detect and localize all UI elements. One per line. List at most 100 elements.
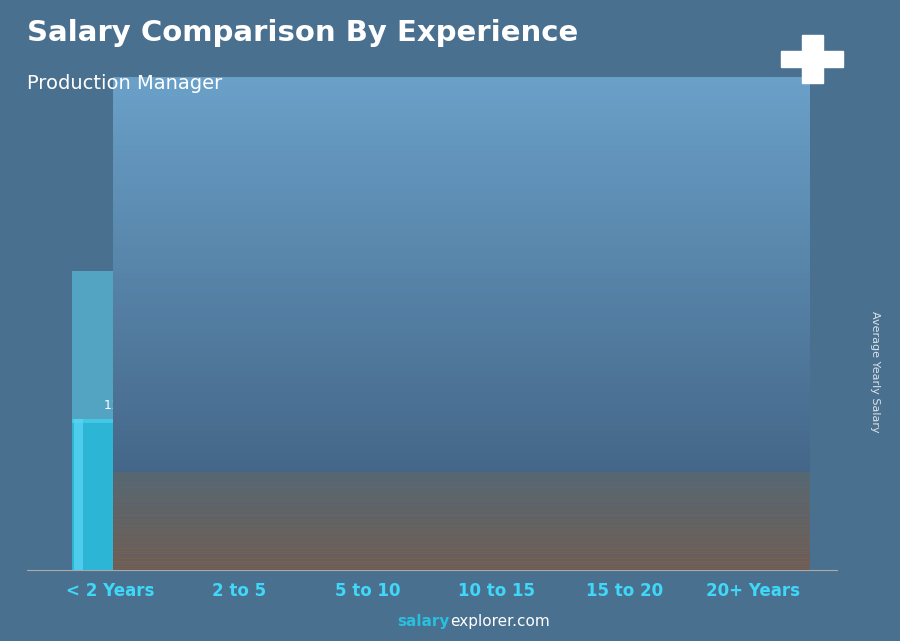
Bar <box>112 452 810 457</box>
Bar <box>112 428 810 432</box>
Bar <box>112 531 810 533</box>
Bar <box>112 249 810 254</box>
Bar <box>112 548 810 551</box>
Bar <box>112 181 810 185</box>
Bar <box>112 477 810 481</box>
Bar <box>112 190 810 196</box>
Bar <box>112 519 810 521</box>
Text: 309,000 CHF: 309,000 CHF <box>713 181 794 194</box>
Bar <box>112 185 810 190</box>
Bar <box>112 314 810 319</box>
Bar <box>112 383 810 388</box>
Bar <box>112 546 810 548</box>
Bar <box>586 0 663 229</box>
Bar <box>112 146 810 151</box>
Text: Average Yearly Salary: Average Yearly Salary <box>869 311 880 433</box>
Bar <box>112 494 810 496</box>
Bar <box>112 240 810 245</box>
Bar <box>459 249 469 570</box>
Bar <box>112 284 810 289</box>
Text: Salary Comparison By Experience: Salary Comparison By Experience <box>27 19 578 47</box>
Bar <box>112 126 810 131</box>
Bar <box>112 513 810 516</box>
Bar <box>112 432 810 437</box>
Bar <box>112 215 810 220</box>
Bar <box>112 526 810 529</box>
Bar <box>329 305 406 570</box>
Bar <box>112 467 810 472</box>
Bar <box>112 556 810 558</box>
Text: +34%: +34% <box>143 285 206 304</box>
Bar <box>458 0 535 258</box>
Bar <box>112 529 810 531</box>
Bar <box>112 403 810 408</box>
Bar <box>112 487 810 492</box>
Bar <box>112 112 810 117</box>
Bar <box>112 521 810 524</box>
Bar <box>112 504 810 506</box>
Text: 269,000 CHF: 269,000 CHF <box>455 229 536 242</box>
Bar <box>112 373 810 378</box>
Bar <box>112 526 810 531</box>
Bar <box>112 568 810 570</box>
Bar <box>112 538 810 541</box>
Text: salary: salary <box>398 615 450 629</box>
Bar <box>112 506 810 512</box>
Text: 222,000 CHF: 222,000 CHF <box>328 285 409 298</box>
Bar <box>112 378 810 383</box>
Bar <box>112 531 810 536</box>
Bar <box>112 141 810 146</box>
Bar <box>112 524 810 526</box>
Text: 171,000 CHF: 171,000 CHF <box>199 346 280 359</box>
Bar <box>458 249 535 570</box>
Bar <box>112 269 810 274</box>
Bar <box>112 77 810 82</box>
Bar <box>112 279 810 284</box>
Bar <box>112 541 810 544</box>
Bar <box>112 558 810 561</box>
Bar <box>112 422 810 428</box>
Bar <box>112 474 810 477</box>
Bar <box>112 121 810 126</box>
Bar <box>112 210 810 215</box>
Bar <box>112 205 810 210</box>
Bar <box>112 551 810 556</box>
Bar <box>112 304 810 309</box>
Bar <box>112 521 810 526</box>
Bar <box>202 366 211 570</box>
Text: +30%: +30% <box>272 224 335 243</box>
Bar <box>112 479 810 481</box>
Bar <box>112 541 810 545</box>
Bar <box>112 472 810 477</box>
Text: +5%: +5% <box>664 120 714 139</box>
Bar <box>112 156 810 161</box>
Bar <box>112 556 810 561</box>
Bar <box>112 462 810 467</box>
Bar <box>112 393 810 397</box>
Bar <box>112 565 810 568</box>
Bar <box>112 344 810 349</box>
Bar <box>112 565 810 570</box>
Bar <box>112 481 810 487</box>
Bar <box>112 484 810 487</box>
Bar <box>112 496 810 501</box>
Bar <box>112 151 810 156</box>
Bar <box>112 545 810 551</box>
Bar <box>112 309 810 314</box>
Bar <box>112 417 810 422</box>
Bar <box>112 388 810 393</box>
Bar <box>112 106 810 112</box>
Bar <box>112 481 810 484</box>
Bar <box>112 489 810 492</box>
Bar <box>112 551 810 553</box>
Bar <box>112 294 810 299</box>
Bar <box>112 413 810 417</box>
Bar <box>112 324 810 329</box>
Bar <box>112 397 810 403</box>
Bar <box>201 168 278 372</box>
Bar <box>802 35 823 83</box>
Text: explorer.com: explorer.com <box>450 615 550 629</box>
Bar <box>112 333 810 338</box>
Bar <box>112 544 810 546</box>
Text: Production Manager: Production Manager <box>27 74 222 93</box>
